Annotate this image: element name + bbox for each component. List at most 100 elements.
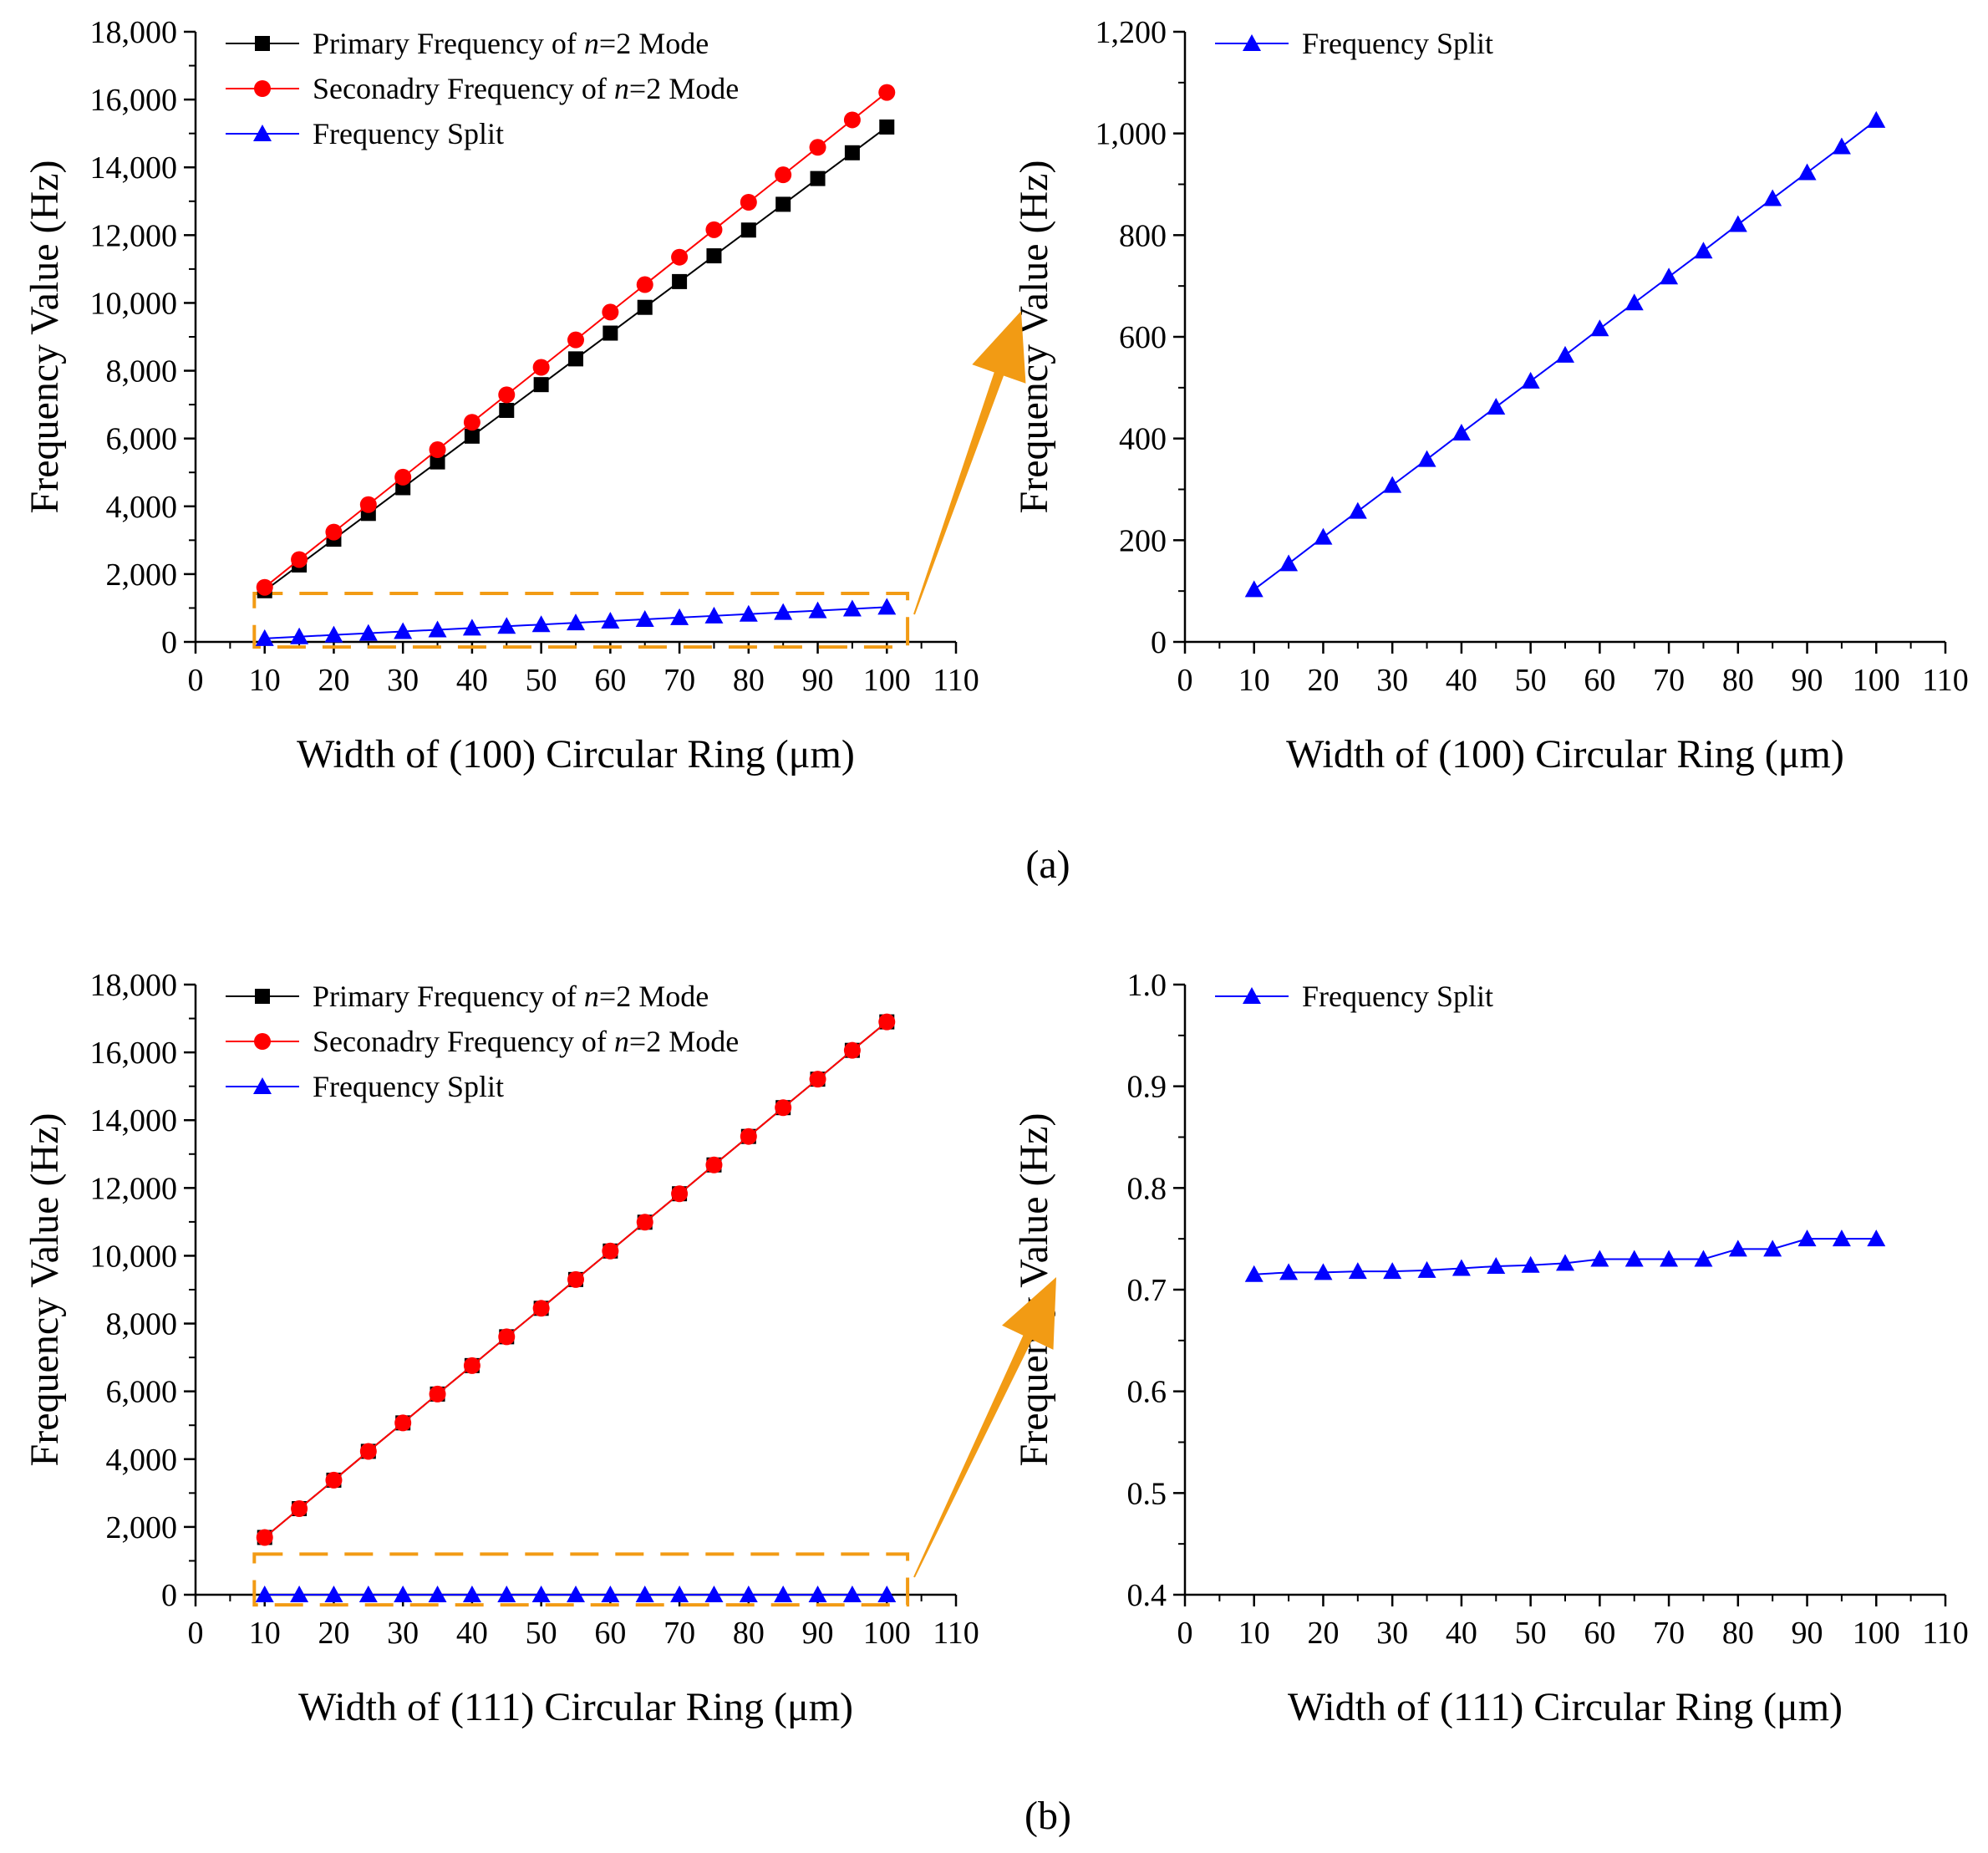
zoom-highlight-box — [252, 1552, 910, 1607]
data-point — [1797, 163, 1817, 181]
data-point — [810, 171, 826, 186]
data-point — [1660, 1250, 1679, 1267]
data-point — [775, 196, 791, 212]
x-tick-label: 10 — [1238, 663, 1270, 698]
x-tick-label: 40 — [456, 1616, 488, 1651]
y-tick-label: 18,000 — [90, 15, 178, 50]
data-point — [842, 1585, 862, 1602]
data-point — [1279, 554, 1299, 572]
data-point — [1556, 345, 1574, 363]
data-point — [636, 276, 653, 293]
x-tick-label: 30 — [387, 663, 419, 698]
data-point — [671, 248, 689, 266]
x-tick-label: 80 — [733, 663, 765, 698]
legend-marker — [254, 80, 271, 97]
data-point — [568, 351, 583, 367]
data-point — [567, 613, 585, 631]
data-point — [1417, 1260, 1436, 1278]
y-axis-title: Frequency Value (Hz) — [23, 1113, 67, 1467]
legend-label: Frequency Split — [313, 1070, 504, 1103]
x-tick-label: 110 — [1922, 1616, 1969, 1651]
zoom-arrows — [913, 311, 1056, 1578]
data-point — [774, 1585, 793, 1602]
legend-label: Frequency Split — [313, 117, 504, 150]
y-tick-label: 8,000 — [106, 1307, 178, 1342]
data-point — [359, 496, 377, 513]
data-point — [1279, 1263, 1299, 1280]
legend-marker — [255, 36, 270, 51]
data-point — [842, 599, 862, 617]
data-point — [809, 139, 826, 156]
x-tick-label: 60 — [594, 1616, 626, 1651]
legend-marker — [253, 125, 272, 141]
x-tick-label: 70 — [1653, 1616, 1685, 1651]
data-point — [531, 615, 551, 633]
data-point — [601, 1585, 620, 1602]
data-point — [567, 1585, 585, 1602]
x-tick-label: 70 — [664, 663, 695, 698]
series-triangle — [255, 598, 897, 646]
y-tick-label: 400 — [1119, 422, 1167, 457]
data-point — [256, 1529, 273, 1546]
data-point — [1763, 1240, 1782, 1257]
y-tick-label: 0.8 — [1127, 1171, 1167, 1206]
x-tick-label: 0 — [188, 663, 204, 698]
data-point — [1590, 319, 1609, 337]
y-tick-label: 16,000 — [90, 1036, 178, 1071]
data-point — [740, 222, 756, 238]
data-point — [358, 624, 378, 641]
y-tick-label: 4,000 — [106, 490, 178, 525]
y-tick-label: 18,000 — [90, 968, 178, 1003]
data-point — [394, 1414, 412, 1432]
data-point — [1452, 423, 1471, 440]
data-point — [672, 273, 688, 289]
y-tick-label: 14,000 — [90, 1103, 178, 1138]
data-point — [325, 523, 343, 541]
x-tick-label: 60 — [1584, 663, 1615, 698]
x-tick-label: 60 — [594, 663, 626, 698]
y-tick-label: 0 — [161, 625, 177, 660]
data-point — [1694, 1250, 1713, 1267]
data-point — [740, 193, 757, 211]
y-tick-label: 0.7 — [1127, 1273, 1167, 1308]
data-point — [464, 428, 480, 444]
data-point — [879, 119, 895, 135]
data-point — [1728, 215, 1747, 232]
chart-a-right: 0 10 20 30 40 50 60 70 80 90 100 110 0 200 400 600 800 1,… — [1012, 15, 1969, 776]
data-point — [1244, 580, 1263, 598]
data-point — [498, 1328, 516, 1346]
y-tick-label: 12,000 — [90, 218, 178, 253]
x-tick-label: 80 — [1722, 663, 1754, 698]
data-point — [635, 609, 654, 627]
data-point — [602, 303, 619, 321]
zoom-arrow — [913, 1277, 1056, 1578]
x-tick-label: 0 — [1177, 1616, 1193, 1651]
legend-label: Frequency Split — [1302, 980, 1493, 1013]
x-tick-label: 80 — [1722, 1616, 1754, 1651]
data-point — [428, 620, 447, 638]
data-point — [1314, 527, 1333, 545]
panel-label-a: (a) — [1025, 843, 1070, 887]
data-point — [739, 1585, 758, 1602]
series-triangle — [1244, 110, 1886, 598]
data-point — [1867, 1229, 1886, 1247]
x-tick-label: 90 — [1792, 1616, 1823, 1651]
data-point — [532, 359, 550, 376]
data-point — [359, 1443, 377, 1460]
data-point — [603, 325, 618, 341]
data-point — [1314, 1263, 1333, 1280]
x-tick-label: 10 — [249, 1616, 281, 1651]
y-tick-label: 0.6 — [1127, 1375, 1167, 1410]
y-tick-label: 600 — [1119, 320, 1167, 355]
data-point — [256, 578, 273, 596]
x-axis-title: Width of (111) Circular Ring (μm) — [298, 1685, 853, 1729]
y-tick-label: 200 — [1119, 523, 1167, 558]
x-tick-label: 10 — [249, 663, 281, 698]
data-point — [533, 377, 549, 393]
y-tick-label: 16,000 — [90, 83, 178, 118]
data-point — [290, 1585, 309, 1602]
x-tick-label: 50 — [1515, 1616, 1547, 1651]
x-tick-label: 10 — [1238, 1616, 1270, 1651]
x-tick-label: 70 — [664, 1616, 695, 1651]
